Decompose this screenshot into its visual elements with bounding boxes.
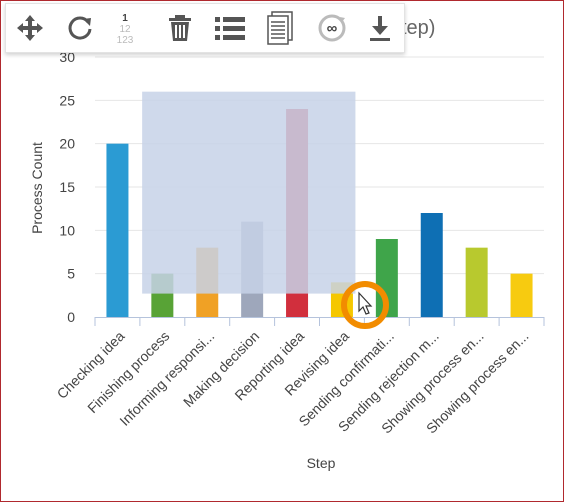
- y-axis-label: Process Count: [29, 142, 45, 234]
- download-button[interactable]: [362, 10, 398, 46]
- infinity-refresh-icon: ∞: [318, 14, 346, 42]
- y-tick-label: 15: [59, 179, 75, 195]
- x-tick-label: Making decision: [180, 328, 262, 410]
- chart-title-fragment: tep): [401, 17, 436, 39]
- y-tick-label: 20: [59, 136, 75, 152]
- svg-text:∞: ∞: [327, 20, 338, 37]
- infinity-refresh-button[interactable]: ∞: [314, 10, 350, 46]
- move-icon: [17, 15, 43, 41]
- chart-toolbar: 1 12 123: [5, 3, 405, 53]
- list-button[interactable]: [212, 10, 248, 46]
- download-icon: [370, 16, 390, 41]
- refresh-button[interactable]: [62, 10, 98, 46]
- refresh-icon: [68, 16, 92, 40]
- y-tick-label: 10: [59, 222, 75, 238]
- document-icon: [267, 11, 293, 45]
- y-tick-label: 5: [67, 266, 75, 282]
- bar[interactable]: [420, 213, 443, 317]
- y-tick-label: 0: [67, 309, 75, 325]
- trash-icon: [169, 15, 191, 41]
- svg-text:1: 1: [122, 13, 128, 24]
- bar[interactable]: [510, 273, 533, 317]
- svg-text:12: 12: [119, 24, 131, 35]
- mouse-cursor: [341, 281, 389, 329]
- bar[interactable]: [465, 247, 488, 317]
- x-axis-label: Step: [307, 455, 336, 471]
- selection-rectangle[interactable]: [142, 91, 356, 294]
- bar[interactable]: [106, 143, 129, 317]
- list-icon: [215, 17, 245, 40]
- x-tick-label: Finishing process: [84, 328, 172, 416]
- line-numbers-icon: 1 12 123: [117, 13, 134, 45]
- y-tick-label: 25: [59, 92, 75, 108]
- delete-button[interactable]: [162, 10, 198, 46]
- line-numbers-button[interactable]: 1 12 123: [110, 10, 146, 46]
- y-tick-label: 30: [59, 49, 75, 65]
- bar[interactable]: [375, 239, 398, 317]
- move-button[interactable]: [12, 10, 48, 46]
- cursor-arrow-icon: [358, 291, 373, 315]
- svg-text:123: 123: [117, 35, 134, 45]
- cursor-highlight-ring: [341, 281, 389, 329]
- document-button[interactable]: [262, 10, 298, 46]
